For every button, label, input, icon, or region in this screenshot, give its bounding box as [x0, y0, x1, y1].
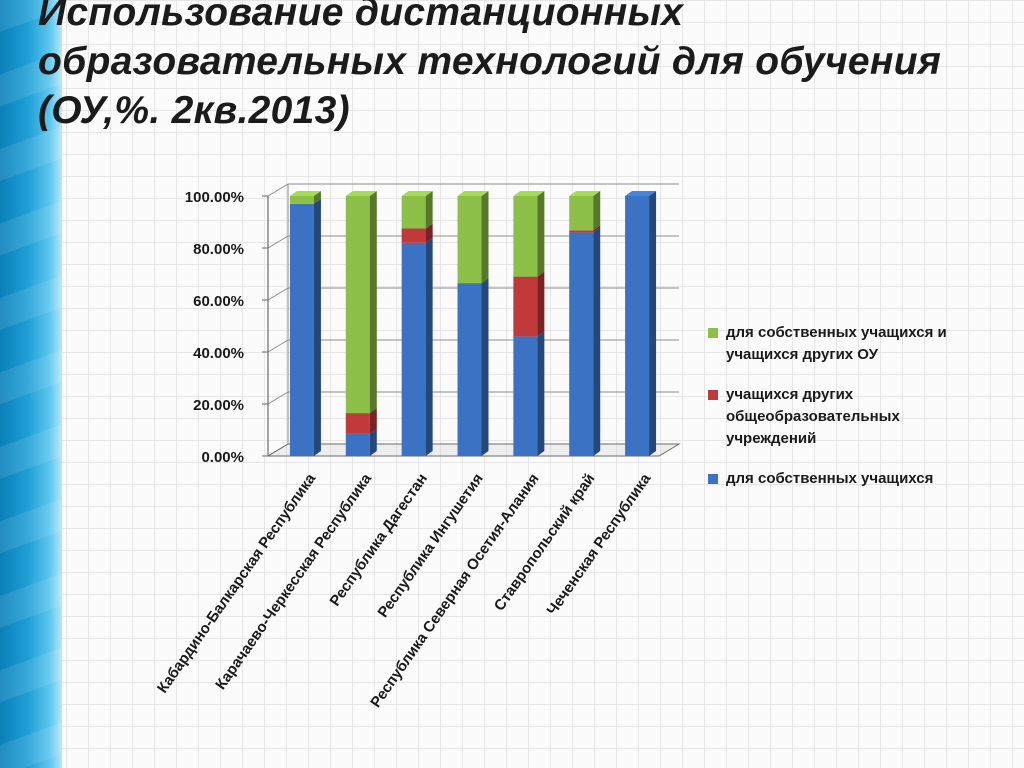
y-tick-label: 40.00% — [193, 345, 244, 362]
bar-segment-side — [313, 198, 321, 457]
y-tick-label: 20.00% — [193, 397, 244, 414]
bar-segment-side — [369, 408, 377, 434]
legend-label-line: учащихся других — [726, 386, 854, 403]
bar-segment — [569, 230, 594, 233]
bar-segment — [457, 283, 482, 456]
bar-segment-side — [425, 237, 433, 456]
bar-segment — [345, 413, 370, 434]
bar-segment — [345, 433, 370, 456]
chart-legend: для собственных учащихся и учащихся други… — [708, 322, 998, 508]
bar-segment — [401, 242, 426, 456]
bar-segment-side — [425, 223, 433, 243]
gridline-side — [267, 339, 289, 353]
y-tick-label: 80.00% — [193, 241, 244, 258]
side-decoration-band — [0, 0, 62, 768]
bar-segment-side — [593, 225, 601, 233]
bar-segment — [513, 276, 538, 337]
bar-segment-side — [537, 331, 545, 456]
x-category-label: Ставропольский край — [491, 471, 599, 615]
bar-segment — [289, 196, 314, 204]
bar-segment — [401, 196, 426, 229]
legend-item: для собственных учащихся — [708, 468, 998, 490]
slide-title: Использование дистанционных образователь… — [38, 0, 998, 135]
bar-top — [513, 191, 545, 196]
x-category-label: Республика Дагестан — [327, 471, 431, 610]
bar-segment-side — [425, 191, 433, 229]
gridline-side — [267, 235, 289, 249]
bar-segment — [625, 196, 650, 456]
y-tick-label: 100.00% — [185, 189, 244, 206]
legend-label-line: учреждений — [726, 430, 817, 447]
bar-segment — [289, 203, 314, 456]
y-tick-label: 0.00% — [201, 449, 244, 466]
bar-top — [345, 191, 377, 196]
bar-segment-side — [537, 191, 545, 277]
legend-swatch — [708, 328, 718, 338]
bar-segment-side — [593, 227, 601, 456]
bar-top — [401, 191, 433, 196]
bar-segment-side — [313, 191, 321, 204]
x-category-label: Республика Ингушетия — [374, 471, 486, 621]
bar-top — [625, 191, 657, 196]
bar-segment-side — [369, 428, 377, 456]
bar-segment — [457, 196, 482, 284]
legend-item: учащихся других общеобразовательных учрежд… — [708, 384, 998, 450]
legend-swatch — [708, 474, 718, 484]
bar-segment-side — [649, 191, 657, 456]
bar-top — [289, 191, 321, 196]
legend-label-line: общеобразовательных — [726, 408, 900, 425]
title-line-1: Использование дистанционных — [38, 0, 684, 34]
gridline-side — [267, 287, 289, 301]
bar-segment-side — [481, 278, 489, 456]
bar-segment — [569, 196, 594, 231]
legend-swatch — [708, 390, 718, 400]
legend-item: для собственных учащихся и учащихся други… — [708, 322, 998, 366]
bar-segment-side — [369, 191, 377, 414]
bar-segment — [513, 336, 538, 456]
gridline-side — [267, 391, 289, 405]
bar-segment — [513, 196, 538, 277]
legend-label-line: для собственных учащихся и — [726, 324, 947, 341]
bar-segment — [401, 228, 426, 243]
legend-label-line: для собственных учащихся — [726, 470, 934, 487]
x-category-label: Чеченская Республика — [544, 470, 655, 619]
title-line-3: (ОУ,%. 2кв.2013) — [38, 89, 350, 132]
bar-segment-side — [593, 191, 601, 231]
bar-segment — [569, 232, 594, 456]
chart-bars — [289, 191, 657, 457]
bar-segment-side — [481, 191, 489, 284]
bar-segment — [345, 196, 370, 414]
legend-label-line: учащихся других ОУ — [726, 346, 878, 363]
bar-top — [457, 191, 489, 196]
y-tick-label: 60.00% — [193, 293, 244, 310]
title-line-2: образовательных технологий для обучения — [38, 40, 942, 83]
gridline-side — [267, 183, 289, 197]
bar-segment-side — [537, 271, 545, 337]
bar-top — [569, 191, 601, 196]
